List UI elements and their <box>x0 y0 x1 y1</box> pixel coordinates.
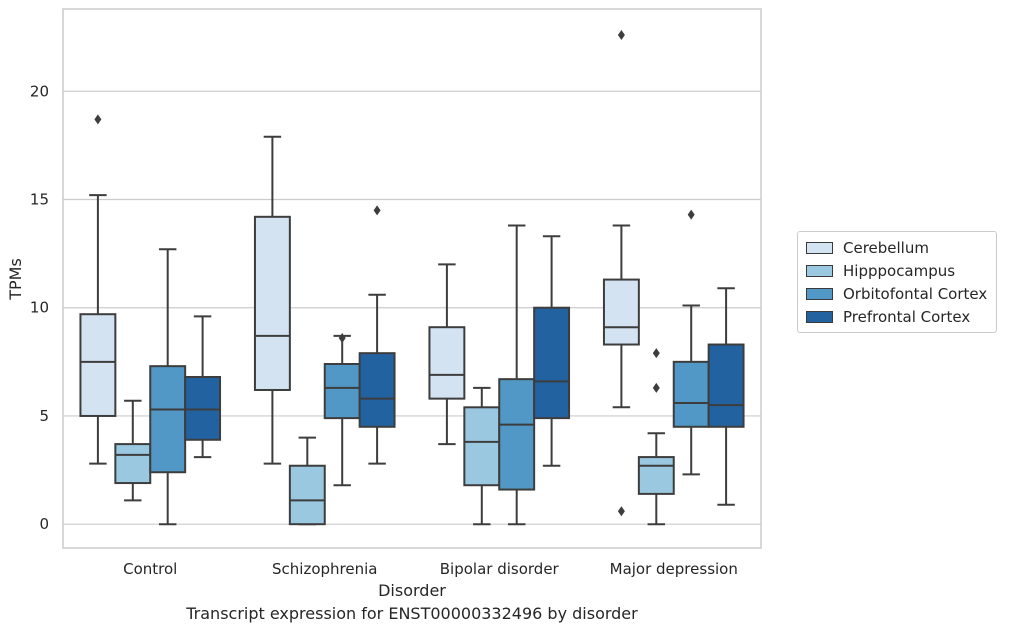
legend-item: Hipppocampus <box>798 259 996 282</box>
figure-caption: Transcript expression for ENST0000033249… <box>186 604 638 623</box>
legend-label: Prefrontal Cortex <box>843 307 971 326</box>
box-body <box>149 365 187 474</box>
box-0-0 <box>79 114 117 465</box>
box-3-2 <box>672 209 710 476</box>
legend-item: Orbitofontal Cortex <box>798 282 996 305</box>
box-body <box>184 375 222 441</box>
box-body <box>428 326 466 400</box>
box-3-0 <box>602 29 640 517</box>
outlier-point <box>617 29 625 40</box>
box-body <box>533 306 571 420</box>
legend-swatch <box>806 264 833 277</box>
legend-swatch <box>806 287 833 300</box>
box-2-3 <box>533 235 571 467</box>
legend-item: Prefrontal Cortex <box>798 305 996 328</box>
x-tick-label: Major depression <box>610 560 738 578</box>
outlier-point <box>652 348 660 359</box>
box-body <box>323 363 361 420</box>
legend-swatch <box>806 241 833 254</box>
box-body <box>79 313 117 417</box>
box-1-2 <box>323 333 361 487</box>
box-body <box>358 352 396 428</box>
box-body <box>463 406 501 487</box>
box-0-1 <box>114 399 152 502</box>
box-1-0 <box>253 135 291 465</box>
legend-label: Cerebellum <box>843 238 929 257</box>
outlier-point <box>338 333 346 344</box>
box-3-3 <box>707 287 745 506</box>
y-tick-label: 0 <box>39 515 49 533</box>
plot-area-frame <box>62 8 762 549</box>
legend: Cerebellum Hipppocampus Orbitofontal Corte… <box>797 231 997 333</box>
outlier-point <box>652 382 660 393</box>
y-tick-label: 15 <box>30 190 49 208</box>
box-2-1 <box>463 386 501 526</box>
box-body <box>707 343 745 428</box>
x-tick-label: Bipolar disorder <box>440 560 560 578</box>
legend-item: Cerebellum <box>798 236 996 259</box>
box-body <box>114 443 152 485</box>
box-2-0 <box>428 263 466 446</box>
outlier-point <box>94 114 102 125</box>
box-2-2 <box>498 224 536 526</box>
x-axis-label: Disorder <box>378 581 446 600</box>
box-body <box>602 278 640 346</box>
box-body <box>672 360 710 428</box>
x-tick-label: Schizophrenia <box>272 560 377 578</box>
box-body <box>253 215 291 391</box>
box-0-2 <box>149 248 187 526</box>
legend-label: Hipppocampus <box>843 261 956 280</box>
box-1-3 <box>358 205 396 465</box>
box-body <box>637 456 675 495</box>
legend-swatch <box>806 310 833 323</box>
y-tick-label: 5 <box>39 407 49 425</box>
outlier-point <box>373 205 381 216</box>
box-body <box>288 464 326 526</box>
outlier-point <box>617 506 625 517</box>
box-0-3 <box>184 315 222 459</box>
legend-label: Orbitofontal Cortex <box>843 284 988 303</box>
y-axis-label: TPMs <box>6 258 25 301</box>
box-1-1 <box>288 436 326 526</box>
y-tick-label: 10 <box>30 299 49 317</box>
box-body <box>498 378 536 491</box>
box-3-1 <box>637 348 675 526</box>
y-tick-labels: 0 5 10 15 20 <box>30 82 49 533</box>
y-tick-label: 20 <box>30 82 49 100</box>
outlier-point <box>687 209 695 220</box>
x-tick-labels: Control Schizophrenia Bipolar disorder Majo… <box>123 560 738 578</box>
box-groups <box>79 29 745 526</box>
x-tick-label: Control <box>123 560 177 578</box>
